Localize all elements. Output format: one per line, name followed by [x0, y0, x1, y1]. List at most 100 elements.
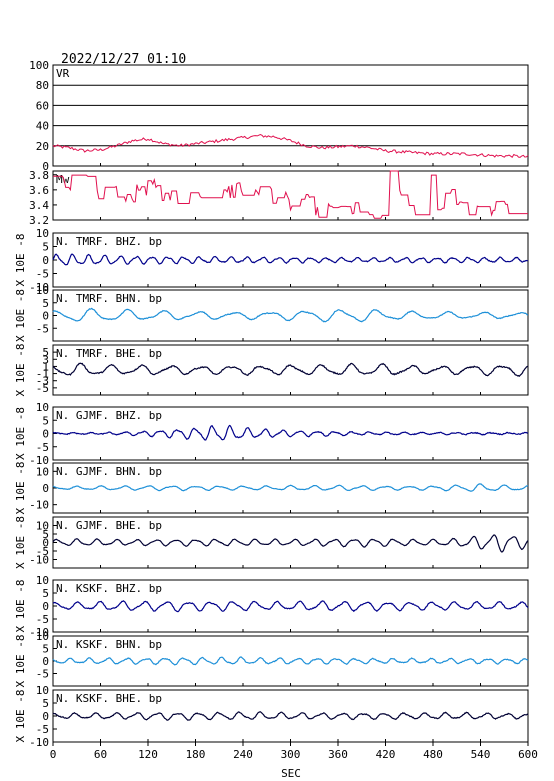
- x-tick-label: 0: [50, 748, 57, 761]
- y-tick-label: 5: [42, 528, 49, 541]
- x-tick-label: 300: [281, 748, 301, 761]
- y-tick-label: 10: [36, 401, 49, 414]
- y-tick-label: -5: [36, 268, 49, 281]
- y-tick-label: 0: [42, 655, 49, 668]
- y-tick-label: 0: [42, 428, 49, 441]
- x-tick-label: 420: [376, 748, 396, 761]
- trace-line: [52, 534, 529, 553]
- y-tick-label: 80: [36, 79, 49, 92]
- y-tick-label: -3: [36, 375, 49, 388]
- y-tick-label: 1: [42, 360, 49, 373]
- trace-line: [52, 133, 529, 159]
- trace-line: [52, 362, 529, 378]
- y-tick-label: 5: [42, 587, 49, 600]
- y-tick-label: 5: [42, 346, 49, 359]
- y-tick-label: 3.6: [29, 184, 49, 197]
- y-tick-label: 100: [29, 59, 49, 72]
- y-tick-label: 5: [42, 241, 49, 254]
- y-tick-label: 0: [42, 710, 49, 723]
- y-tick-label: 5: [42, 697, 49, 710]
- panel-label: N. KSKF. BHZ. bp: [56, 582, 162, 595]
- y-tick-label: 0: [42, 160, 49, 173]
- panel-label: N. KSKF. BHN. bp: [56, 638, 162, 651]
- y-tick-label: -10: [29, 736, 49, 749]
- y-axis-label: X 10E -8: [14, 690, 27, 743]
- y-tick-label: -5: [36, 668, 49, 681]
- panel-bhn-gjmf: -10 0 10 N. GJMF. BHN. bp X 10E -8: [14, 462, 529, 515]
- y-axis-label: X 10E -8: [14, 516, 27, 569]
- y-tick-label: 3.4: [29, 199, 49, 212]
- x-tick-label: 600: [518, 748, 538, 761]
- x-tick-label: 540: [471, 748, 491, 761]
- y-tick-label: -1: [36, 368, 49, 381]
- y-tick-label: -10: [29, 454, 49, 467]
- y-axis-label: X 10E -8: [14, 344, 27, 397]
- panel-label: N. TMRF. BHZ. bp: [56, 235, 162, 248]
- panel-label: VR: [56, 67, 70, 80]
- y-tick-label: 0: [42, 482, 49, 495]
- panel-label: N. GJMF. BHN. bp: [56, 465, 162, 478]
- y-tick-label: 10: [36, 630, 49, 643]
- y-tick-label: 3.2: [29, 214, 49, 227]
- y-tick-label: 60: [36, 99, 49, 112]
- trace-line: [52, 711, 529, 721]
- y-tick-label: -10: [29, 626, 49, 639]
- panel-frame: [52, 64, 529, 167]
- y-tick-label: 5: [42, 414, 49, 427]
- trace-line: [52, 253, 529, 266]
- panel-vr: 0 20 40 60 80 100 VR: [29, 59, 529, 173]
- x-tick-label: 240: [233, 748, 253, 761]
- trace-line: [52, 483, 529, 492]
- y-axis-label: X 10E -8: [14, 289, 27, 342]
- y-tick-label: -5: [36, 441, 49, 454]
- y-tick-label: 20: [36, 140, 49, 153]
- x-tick-label: 120: [138, 748, 158, 761]
- y-tick-label: 10: [36, 684, 49, 697]
- panel-frame: [52, 170, 529, 221]
- x-tick-label: 360: [328, 748, 348, 761]
- y-tick-label: -5: [36, 613, 49, 626]
- figure-datetime: 2022/12/27 01:10: [61, 52, 186, 67]
- y-tick-label: 10: [36, 284, 49, 297]
- y-tick-label: 0: [42, 600, 49, 613]
- x-tick-label: 480: [423, 748, 443, 761]
- trace-line: [52, 600, 529, 613]
- y-tick-label: -5: [36, 322, 49, 335]
- y-tick-label: 3: [42, 353, 49, 366]
- x-tick-label: 180: [186, 748, 206, 761]
- panel-label: Mw: [56, 173, 70, 186]
- panel-label: N. KSKF. BHE. bp: [56, 692, 162, 705]
- y-tick-label: 40: [36, 120, 49, 133]
- y-axis-label: X 10E -8: [14, 462, 27, 515]
- trace-line: [52, 307, 529, 323]
- y-tick-label: 0: [42, 310, 49, 323]
- y-axis-label: X 10E -8: [14, 635, 27, 688]
- y-tick-label: 10: [36, 465, 49, 478]
- y-tick-label: 0: [42, 254, 49, 267]
- y-axis-label: X 10E -8: [14, 234, 27, 287]
- panel-label: N. TMRF. BHE. bp: [56, 347, 162, 360]
- y-tick-label: 10: [36, 227, 49, 240]
- y-tick-label: 0: [42, 537, 49, 550]
- y-tick-label: 10: [36, 520, 49, 533]
- y-tick-label: 5: [42, 297, 49, 310]
- trace-line: [53, 170, 528, 219]
- y-tick-label: 3.8: [29, 169, 49, 182]
- x-axis-label: SEC: [281, 767, 301, 780]
- y-tick-label: 10: [36, 574, 49, 587]
- y-tick-label: -10: [29, 499, 49, 512]
- panel-label: N. GJMF. BHE. bp: [56, 519, 162, 532]
- trace-line: [52, 424, 529, 441]
- panel-label: N. GJMF. BHZ. bp: [56, 409, 162, 422]
- x-axis: 0 60 120 180 240 300 360 420 480 540 600: [50, 742, 538, 761]
